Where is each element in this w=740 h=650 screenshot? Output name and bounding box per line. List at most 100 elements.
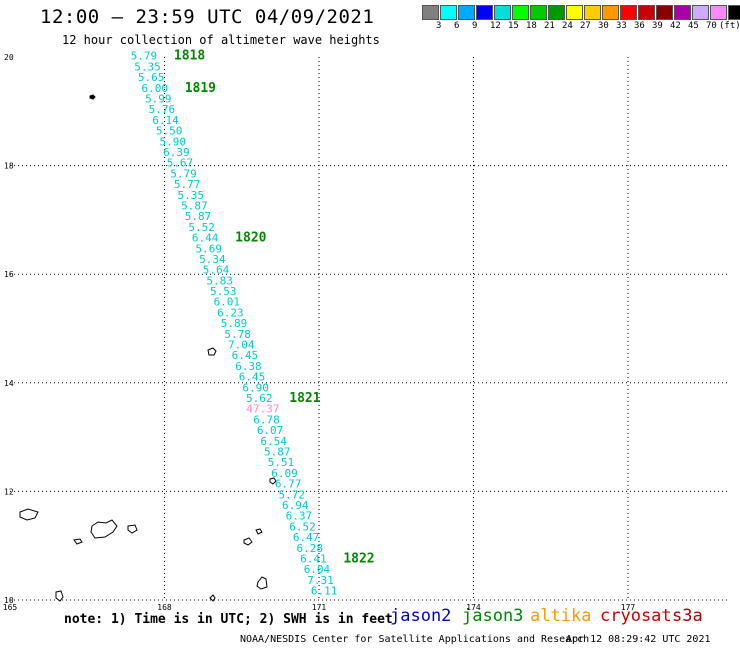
swh-value: 6.47 (293, 531, 320, 544)
swh-value: 5.76 (149, 103, 176, 116)
swh-value: 6.38 (235, 360, 262, 373)
swh-value: 5.90 (159, 135, 186, 148)
island-outline (256, 576, 268, 590)
swh-value: 6.28 (296, 542, 323, 555)
swh-value: 5.78 (224, 328, 251, 341)
island-outline (89, 94, 96, 100)
island-outline (73, 538, 83, 545)
y-tick-label: 10 (4, 596, 14, 605)
swh-value: 7.04 (228, 339, 255, 352)
swh-value: 6.52 (289, 520, 316, 533)
legend-swatch (602, 5, 619, 20)
swh-value: 6.77 (275, 478, 302, 491)
legend-label: 39 (652, 21, 663, 31)
island-outline (207, 347, 217, 356)
swh-value: 6.45 (239, 371, 266, 384)
legend-swatch (440, 5, 457, 20)
swh-value: 7.31 (307, 574, 334, 587)
legend-label: 36 (634, 21, 645, 31)
legend-swatch (530, 5, 547, 20)
legend-swatch (692, 5, 709, 20)
satellite-label-jason3: jason3 (462, 606, 524, 626)
swh-value: 5.72 (278, 488, 305, 501)
swh-value: 5.50 (156, 125, 183, 138)
swh-value: 6.90 (242, 381, 269, 394)
swh-value: 5.77 (174, 178, 201, 191)
swh-value: 5.89 (221, 317, 248, 330)
legend-label: 21 (544, 21, 555, 31)
swh-value: 6.54 (260, 435, 287, 448)
y-tick-label: 18 (4, 162, 14, 171)
time-label: 1818 (174, 49, 205, 64)
legend-swatch (710, 5, 727, 20)
legend-swatch (674, 5, 691, 20)
legend-swatch (548, 5, 565, 20)
legend-label: 33 (616, 21, 627, 31)
legend-swatch (638, 5, 655, 20)
swh-value: 6.78 (253, 413, 280, 426)
page-subtitle: 12 hour collection of altimeter wave hei… (62, 33, 380, 47)
legend-label: 70 (706, 21, 717, 31)
legend-swatch (476, 5, 493, 20)
legend-label: 18 (526, 21, 537, 31)
legend-swatch (566, 5, 583, 20)
swh-value: 6.41 (300, 552, 327, 565)
satellite-label-s3a: s3a (672, 606, 703, 626)
time-label: 1822 (343, 551, 374, 566)
swh-value: 5.51 (268, 456, 295, 469)
swh-value: 6.07 (257, 424, 284, 437)
swh-value: 6.39 (163, 146, 190, 159)
page-title: 12:00 – 23:59 UTC 04/09/2021 (40, 6, 375, 28)
legend-swatch (584, 5, 601, 20)
legend-swatch (656, 5, 673, 20)
swh-value: 5.87 (185, 210, 212, 223)
y-tick-label: 14 (4, 379, 14, 388)
swh-value: 5.53 (210, 285, 237, 298)
swh-value: 6.37 (286, 510, 313, 523)
swh-value: 5.62 (246, 392, 273, 405)
legend-label: 27 (580, 21, 591, 31)
x-tick-label: 177 (621, 603, 636, 612)
altimeter-track: 5.795.355.656.005.995.766.145.505.906.39… (131, 49, 375, 598)
time-label: 1819 (185, 81, 216, 96)
x-tick-label: 174 (466, 603, 481, 612)
swh-value: 6.14 (152, 114, 179, 127)
swh-value: 5.87 (264, 446, 291, 459)
legend-label: 45 (688, 21, 699, 31)
legend-swatch (728, 5, 740, 20)
footer-timestamp: Apr 12 08:29:42 UTC 2021 (566, 634, 711, 645)
legend-swatch (422, 5, 439, 20)
legend-label: 6 (454, 21, 460, 31)
swh-value: 5.79 (131, 50, 158, 63)
swh-value: 6.11 (311, 585, 338, 598)
swh-value: 6.04 (304, 563, 331, 576)
swh-value: 5.52 (188, 221, 215, 234)
time-label: 1821 (289, 391, 320, 406)
legend-label: 3 (436, 21, 442, 31)
footer-note: note: 1) Time is in UTC; 2) SWH is in fe… (64, 612, 393, 627)
swh-value: 5.35 (134, 60, 161, 73)
swh-value: 5.79 (170, 167, 197, 180)
legend-unit: (ft) (719, 21, 740, 31)
swh-value: 6.44 (192, 232, 219, 245)
island-outline (127, 524, 138, 534)
legend-swatch (458, 5, 475, 20)
satellite-label-cryosat: cryosat (600, 606, 672, 626)
y-tick-label: 12 (4, 487, 14, 496)
island-outline (19, 508, 39, 521)
island-outline (255, 528, 263, 535)
swh-value: 5.87 (181, 199, 208, 212)
swh-value: 5.65 (138, 71, 165, 84)
satellite-label-jason2: jason2 (390, 606, 452, 626)
time-label: 1820 (235, 231, 266, 246)
legend-label: 12 (490, 21, 501, 31)
x-tick-label: 168 (157, 603, 172, 612)
swh-value: 5.34 (199, 253, 226, 266)
legend-swatch (620, 5, 637, 20)
legend-label: 42 (670, 21, 681, 31)
x-tick-label: 171 (312, 603, 327, 612)
swh-value: 5.99 (145, 93, 172, 106)
island-outline (243, 537, 253, 546)
legend-swatch (512, 5, 529, 20)
